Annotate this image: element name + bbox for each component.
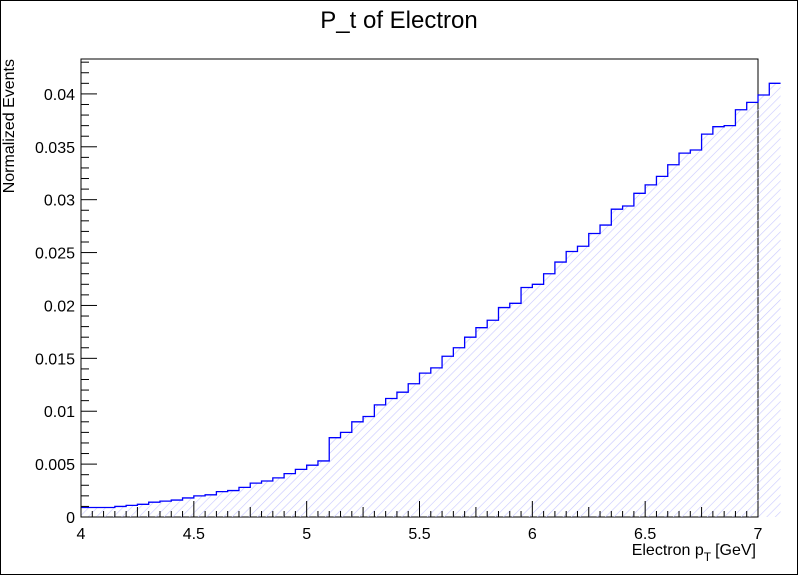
chart-title: P_t of Electron [320,7,477,34]
y-axis-label: Normalized Events [1,59,18,193]
histogram-bin [374,405,385,517]
x-axis: 4 4.5 5 5.5 6 6.5 7 [77,501,763,543]
histogram-bin [205,495,216,517]
x-tick-label: 4.5 [183,526,205,543]
histogram-bin [713,127,724,517]
histogram-outline [81,82,781,509]
y-tick-label: 0.005 [35,457,75,474]
y-tick-label: 0.025 [35,246,75,263]
histogram-bin [623,206,634,517]
x-tick-label: 4 [77,526,86,543]
histogram-bin [589,234,600,517]
histogram-bin [228,491,239,517]
histogram-bin [137,504,148,517]
x-tick-label: 6.5 [634,526,656,543]
histogram-bin [183,498,194,517]
x-axis-label-subscript: T [704,550,712,564]
histogram-bin [149,502,160,517]
histogram-bin [521,287,532,517]
x-tick-label: 6 [528,526,537,543]
histogram-bin [81,507,92,517]
histogram-bin [555,262,566,517]
histogram-bin [747,102,758,517]
histogram-bin [634,193,645,517]
histogram-bin [194,496,205,517]
histogram-bin [679,153,690,517]
histogram-bin [431,368,442,517]
histogram-bin [295,469,306,517]
histogram-bin [115,506,126,517]
histogram-bin [510,303,521,517]
x-axis-label: Electron pT [GeV] [632,542,756,564]
y-axis: 0 0.005 0.01 0.015 0.02 0.025 0.03 0.035 0.04 [35,61,97,527]
histogram-bin [262,481,273,517]
y-tick-label: 0.01 [44,404,75,421]
y-tick-label: 0.03 [44,193,75,210]
histogram-bin [363,417,374,517]
x-tick-label: 5.5 [408,526,430,543]
histogram-bin [656,176,667,517]
histogram-bin [645,185,656,517]
histogram-bin [735,110,746,517]
histogram-bin [250,483,261,517]
histogram-bin [397,392,408,517]
histogram-bin [724,126,735,517]
x-axis-label-unit: [GeV] [715,542,756,559]
y-tick-label: 0.015 [35,351,75,368]
histogram-bin [420,373,431,517]
histogram-bars [81,82,781,517]
histogram-bin [577,246,588,517]
histogram-bin [498,308,509,517]
y-tick-label: 0.04 [44,87,75,104]
histogram-bin [702,134,713,517]
histogram-bin [284,474,295,517]
histogram-bin [318,461,329,517]
histogram-bin [465,337,476,517]
histogram-bin [600,225,611,517]
histogram-bin [544,274,555,517]
histogram-bin [668,165,679,517]
histogram-bin [273,478,284,517]
x-tick-label: 7 [754,526,763,543]
histogram-bin [453,348,464,517]
histogram-bin [487,320,498,517]
histogram-bin [408,384,419,517]
histogram-bin [476,328,487,517]
histogram-bin [352,422,363,517]
x-tick-label: 5 [302,526,311,543]
histogram-bin [104,507,115,517]
histogram-bin [442,356,453,517]
histogram-bin [566,252,577,517]
histogram-bin [216,492,227,517]
histogram-bin [171,500,182,517]
y-tick-label: 0.02 [44,298,75,315]
y-tick-label: 0.035 [35,140,75,157]
histogram-bin [329,438,340,517]
histogram-bin [341,432,352,517]
histogram-bin [690,150,701,517]
histogram-bin [769,83,780,517]
histogram-bin [611,209,622,517]
histogram-bin [386,399,397,517]
histogram-bin [239,487,250,517]
histogram-bin [307,465,318,517]
histogram-bin [126,505,137,517]
histogram-bin [758,95,769,517]
histogram-bin [160,501,171,517]
y-tick-label: 0 [66,510,75,527]
histogram-bin [532,284,543,517]
histogram-fill [81,83,781,517]
x-axis-label-main: Electron p [632,542,704,559]
histogram-bin [92,507,103,517]
